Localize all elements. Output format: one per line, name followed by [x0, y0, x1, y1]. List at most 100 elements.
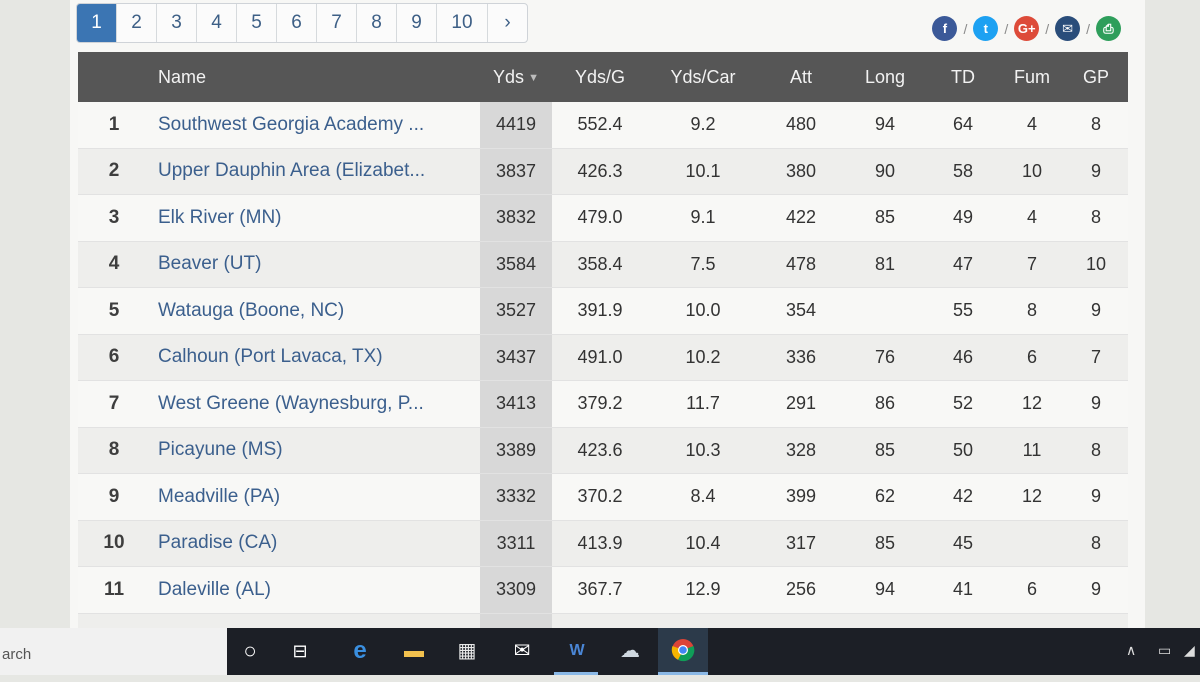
yds-header[interactable]: Yds ▼: [480, 52, 552, 102]
team-name-link[interactable]: Daleville (AL): [150, 566, 480, 614]
table-row: 3 Elk River (MN) 3832 479.0 9.1 422 85 49 4 8: [78, 194, 1128, 242]
page-2-button[interactable]: 2: [117, 4, 157, 42]
page-3-button[interactable]: 3: [157, 4, 197, 42]
table-row: 1 Southwest Georgia Academy ... 4419 552.4 9…: [78, 102, 1128, 149]
att-cell: 327: [758, 613, 844, 628]
page-8-button[interactable]: 8: [357, 4, 397, 42]
fum-cell: 8: [1000, 287, 1064, 335]
page-6-button[interactable]: 6: [277, 4, 317, 42]
team-name-link[interactable]: [150, 613, 480, 628]
gp-header[interactable]: GP: [1064, 52, 1128, 102]
page-7-button[interactable]: 7: [317, 4, 357, 42]
table-row: 9 Meadville (PA) 3332 370.2 8.4 399 62 42 12 9: [78, 473, 1128, 521]
share-separator: /: [1045, 20, 1050, 37]
ydscar-cell: 10.4: [648, 520, 758, 567]
team-name-link[interactable]: Picayune (MS): [150, 427, 480, 474]
cortana-circle-icon[interactable]: ○: [243, 638, 257, 663]
tray-chevron-icon[interactable]: ∧: [1126, 642, 1137, 658]
att-cell: 478: [758, 241, 844, 288]
store-icon[interactable]: ▦: [457, 640, 477, 662]
table-row: 2 Upper Dauphin Area (Elizabet... 3837 426.…: [78, 148, 1128, 195]
print-icon[interactable]: ⎙: [1096, 16, 1121, 41]
gp-cell: 8: [1064, 520, 1128, 567]
td-header[interactable]: TD: [926, 52, 1000, 102]
att-cell: 336: [758, 334, 844, 381]
team-name-link[interactable]: Southwest Georgia Academy ...: [150, 102, 480, 149]
team-name-link[interactable]: Meadville (PA): [150, 473, 480, 521]
fum-cell: 11: [1000, 427, 1064, 474]
team-name-link[interactable]: Upper Dauphin Area (Elizabet...: [150, 148, 480, 195]
page-9-button[interactable]: 9: [397, 4, 437, 42]
ydscar-cell: 8.4: [648, 473, 758, 521]
ydscar-cell: 12.9: [648, 566, 758, 614]
next-page-button[interactable]: ›: [504, 12, 511, 33]
att-header[interactable]: Att: [758, 52, 844, 102]
edge-browser-icon[interactable]: e: [353, 637, 367, 664]
cloud-icon[interactable]: ☁: [620, 640, 640, 662]
long-cell: 85: [844, 194, 926, 242]
page: 1 2 3 4 5 6 7 8 9 10 › f / t / G+ / ✉ / ⎙ Name Yds ▼ Yds/G …: [70, 0, 1145, 628]
td-cell: 58: [926, 148, 1000, 195]
page-4-button[interactable]: 4: [197, 4, 237, 42]
team-name-link[interactable]: Elk River (MN): [150, 194, 480, 242]
google-plus-icon[interactable]: G+: [1014, 16, 1040, 41]
page-1-button[interactable]: 1: [77, 4, 117, 42]
share-separator: /: [1086, 20, 1090, 37]
ydscar-cell: 10.1: [648, 148, 758, 195]
yds-cell: 3437: [480, 334, 552, 381]
page-5-button[interactable]: 5: [237, 4, 277, 42]
team-name-link[interactable]: Beaver (UT): [150, 241, 480, 288]
yds-cell: 4419: [480, 102, 552, 149]
long-cell: 81: [844, 241, 926, 288]
share-bar: f / t / G+ / ✉ / ⎙: [932, 16, 1121, 41]
fum-header[interactable]: Fum: [1000, 52, 1064, 102]
chrome-icon[interactable]: [669, 638, 697, 664]
ydscar-cell: 9.9: [648, 613, 758, 628]
long-header[interactable]: Long: [844, 52, 926, 102]
long-cell: 62: [844, 473, 926, 521]
facebook-icon[interactable]: f: [932, 16, 958, 41]
ydscar-cell: 7.5: [648, 241, 758, 288]
yds-cell: 3584: [480, 241, 552, 288]
ydsg-cell: 379.2: [552, 380, 648, 428]
team-name-link[interactable]: Calhoun (Port Lavaca, TX): [150, 334, 480, 381]
yds-cell: 3249: [480, 613, 552, 628]
twitter-icon[interactable]: t: [973, 16, 999, 41]
ydscar-header[interactable]: Yds/Car: [648, 52, 758, 102]
ydsg-cell: 426.3: [552, 148, 648, 195]
battery-icon[interactable]: ▭: [1158, 642, 1172, 658]
td-cell: 41: [926, 566, 1000, 614]
page-10-button[interactable]: 10: [437, 4, 488, 42]
yds-cell: 3309: [480, 566, 552, 614]
name-header[interactable]: Name: [150, 52, 480, 102]
rank-header: [78, 52, 150, 102]
table-row: 5 Watauga (Boone, NC) 3527 391.9 10.0 354 55 8 9: [78, 287, 1128, 335]
gp-cell: 9: [1064, 287, 1128, 335]
ydsg-cell: 413.9: [552, 520, 648, 567]
task-view-icon[interactable]: ⊟: [292, 641, 308, 661]
word-icon[interactable]: W: [569, 642, 585, 659]
team-name-link[interactable]: Watauga (Boone, NC): [150, 287, 480, 335]
taskbar-search-box[interactable]: arch: [0, 628, 227, 675]
att-cell: 422: [758, 194, 844, 242]
fum-cell: 12: [1000, 380, 1064, 428]
long-cell: 94: [844, 102, 926, 149]
team-name-link[interactable]: Paradise (CA): [150, 520, 480, 567]
file-explorer-icon[interactable]: ▬: [404, 640, 424, 662]
yds-cell: 3837: [480, 148, 552, 195]
td-cell: 46: [926, 334, 1000, 381]
network-icon[interactable]: ◢: [1184, 642, 1195, 658]
td-cell: 45: [926, 520, 1000, 567]
yds-cell: 3389: [480, 427, 552, 474]
ydsg-cell: 552.4: [552, 102, 648, 149]
mail-icon[interactable]: ✉: [513, 640, 531, 662]
email-icon[interactable]: ✉: [1055, 16, 1081, 41]
td-cell: 44: [926, 613, 1000, 628]
team-name-link[interactable]: West Greene (Waynesburg, P...: [150, 380, 480, 428]
table-row: 11 Daleville (AL) 3309 367.7 12.9 256 94 41 6 9: [78, 566, 1128, 614]
ydsg-header[interactable]: Yds/G: [552, 52, 648, 102]
td-cell: 55: [926, 287, 1000, 335]
td-cell: 52: [926, 380, 1000, 428]
ydsg-cell: 370.2: [552, 473, 648, 521]
long-cell: 82: [844, 613, 926, 628]
